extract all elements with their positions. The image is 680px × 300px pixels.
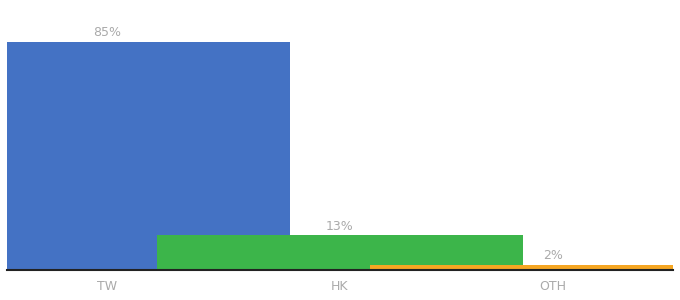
Bar — [157, 236, 523, 270]
Text: 85%: 85% — [93, 26, 121, 39]
Bar — [0, 42, 290, 270]
Text: 2%: 2% — [543, 249, 563, 262]
Text: 13%: 13% — [326, 220, 354, 233]
Bar — [370, 265, 680, 270]
